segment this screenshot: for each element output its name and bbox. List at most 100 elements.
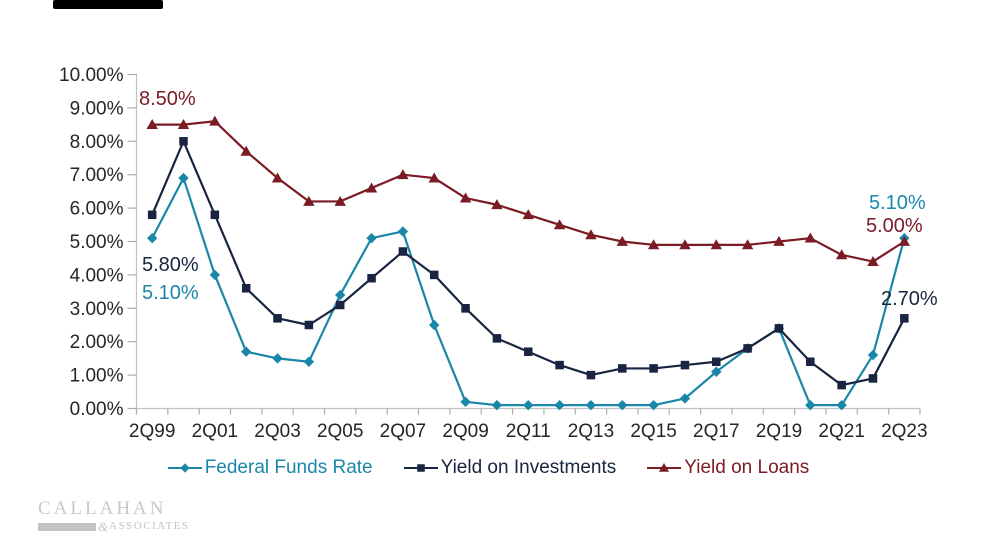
yield-on-investments-point	[147, 210, 157, 220]
x-tick-label: 2Q09	[442, 421, 488, 442]
y-tick-label: 9.00%	[70, 98, 124, 119]
legend-marker-triangle-icon	[647, 462, 682, 472]
yield-on-investments-point	[523, 347, 533, 356]
y-tick-label: 5.00%	[70, 232, 124, 253]
logo-subline: & ASSOCIATES	[38, 520, 190, 533]
axes: 10.00% 9.00% 8.00% 7.00% 6.00% 5.00% 4.00% 3.00…	[59, 65, 928, 442]
yield-on-loans-point	[177, 119, 190, 129]
federal-funds-rate-point	[867, 349, 879, 361]
yield-on-loans-point	[146, 119, 158, 129]
federal-funds-rate-point	[366, 232, 377, 244]
yield-on-investments-point	[743, 344, 752, 353]
yield-on-investments-point	[837, 380, 846, 390]
federal-funds-rate-point	[617, 399, 628, 411]
yield-on-loans-point	[522, 209, 534, 220]
x-tick-label: 2Q19	[756, 421, 802, 442]
yield-on-investments-point	[210, 210, 220, 220]
yield-on-investments-point	[367, 273, 376, 283]
federal-funds-rate-point	[397, 226, 409, 237]
yield-on-investments-point	[900, 314, 909, 323]
federal-funds-rate-point	[554, 399, 565, 411]
legend-item-federal-funds-rate: Federal Funds Rate	[167, 458, 373, 477]
yield-on-investments-point	[241, 283, 251, 293]
federal-funds-rate-point	[648, 399, 659, 411]
logo-wordmark: CALLAHAN	[38, 498, 167, 519]
x-tick-label: 2Q01	[192, 421, 238, 442]
yield-on-investments-point	[335, 300, 345, 310]
yield-on-investments-point	[649, 364, 658, 373]
federal-funds-rate-point	[460, 396, 471, 408]
yield-on-loans-point	[647, 239, 660, 250]
y-tick-label: 1.00%	[70, 366, 124, 387]
series-yield-on-investments	[147, 137, 909, 390]
yield-on-loans-point	[553, 219, 566, 230]
yield-on-loans-point	[741, 239, 754, 250]
yield-on-loans-point	[365, 182, 378, 193]
x-tick-label: 2Q15	[630, 421, 676, 442]
yield-on-loans-point	[459, 192, 472, 203]
legend-label: Federal Funds Rate	[204, 457, 373, 478]
yield-on-investments-point	[273, 314, 282, 323]
federal-funds-rate-point	[429, 319, 440, 331]
yield-on-investments-point	[712, 357, 721, 367]
yield-on-loans-point	[773, 235, 785, 246]
yield-on-loans-point	[240, 145, 252, 156]
yield-on-loans-point	[804, 232, 817, 243]
x-tick-label: 2Q07	[380, 421, 426, 442]
federal-funds-rate-point	[679, 393, 691, 404]
yield-on-investments-point	[680, 360, 690, 370]
federal-funds-rate-point	[805, 399, 816, 411]
x-tick-label: 2Q21	[818, 421, 864, 442]
logo-subname: ASSOCIATES	[109, 520, 190, 532]
yield-on-loans-point	[898, 235, 911, 246]
yield-on-loans-point	[397, 169, 409, 180]
yield-on-loans-line	[152, 120, 905, 263]
federal-funds-rate-point	[209, 269, 221, 281]
logo-bar	[38, 522, 96, 531]
federal-funds-rate-point	[523, 399, 534, 411]
legend-item-yield-on-loans: Yield on Loans	[646, 458, 809, 477]
yield-on-loans-point	[867, 255, 879, 266]
legend-item-yield-on-investments: Yield on Investments	[403, 457, 617, 478]
series-yield-on-loans	[146, 115, 911, 266]
yield-on-loans-point	[616, 235, 628, 246]
yield-on-investments-point	[774, 324, 784, 333]
y-tick-label: 2.00%	[70, 332, 124, 353]
x-tick-label: 2Q03	[254, 421, 300, 442]
yield-on-loans-point	[835, 249, 848, 260]
chart-legend: Federal Funds Rate Yield on Investments …	[0, 458, 988, 477]
x-tick-label: 2Q23	[881, 421, 927, 442]
x-tick-label: 2Q99	[129, 421, 175, 442]
x-tick-label: 2Q05	[317, 421, 363, 442]
yield-on-investments-point	[429, 270, 439, 280]
annotation-loans-end: 5.00%	[866, 215, 923, 237]
y-tick-label: 7.00%	[70, 165, 124, 186]
y-tick-label: 0.00%	[70, 399, 124, 420]
yield-on-investments-point	[618, 364, 627, 373]
yield-on-investments-point	[461, 304, 470, 313]
x-tick-label: 2Q11	[506, 421, 551, 442]
x-tick-label: 2Q13	[568, 421, 614, 442]
yield-on-investments-point	[806, 357, 815, 367]
yield-on-investments-point	[179, 137, 188, 146]
annotation-investments-end: 2.70%	[881, 288, 938, 310]
yield-on-investments-point	[492, 334, 502, 343]
yield-on-loans-point	[585, 229, 597, 240]
yield-on-loans-point	[428, 172, 440, 183]
annotation-loans-start: 8.50%	[139, 88, 196, 110]
callahan-logo: CALLAHAN & ASSOCIATES	[38, 499, 190, 533]
federal-funds-rate-point	[711, 366, 722, 377]
federal-funds-rate-point	[272, 353, 283, 364]
federal-funds-rate-point	[240, 346, 252, 357]
federal-funds-rate-point	[491, 399, 503, 411]
yield-on-loans-point	[710, 239, 722, 250]
federal-funds-rate-point	[178, 172, 189, 184]
annotation-federal-funds-start: 5.10%	[142, 282, 199, 304]
federal-funds-rate-point	[146, 232, 158, 244]
yield-on-loans-point	[679, 239, 691, 250]
legend-label: Yield on Investments	[440, 457, 617, 478]
yield-on-loans-point	[491, 199, 503, 210]
x-tick-label: 2Q17	[693, 421, 739, 442]
